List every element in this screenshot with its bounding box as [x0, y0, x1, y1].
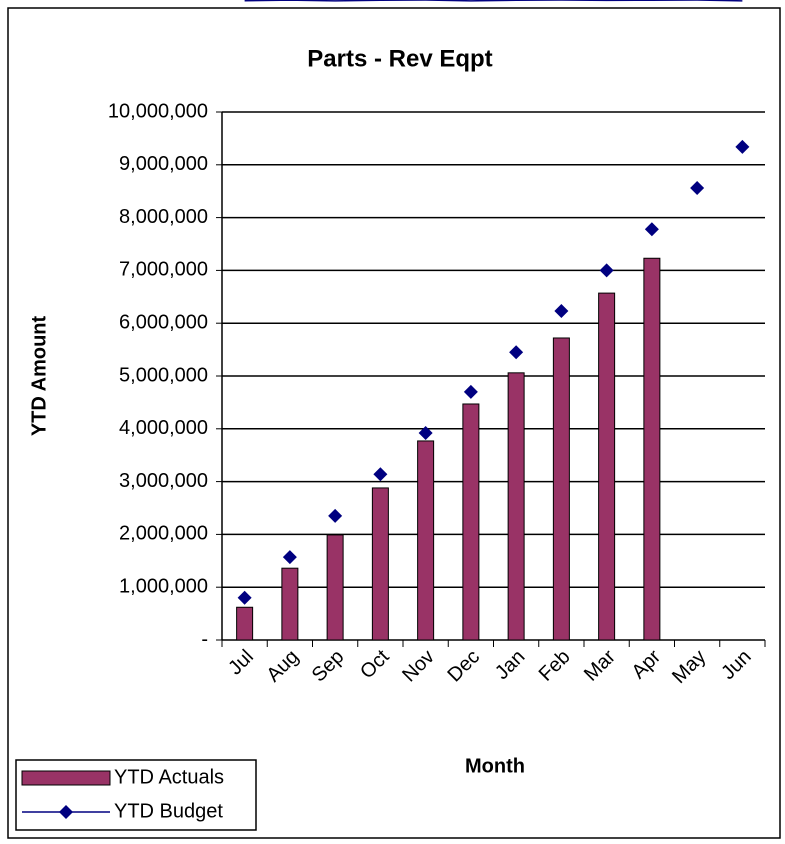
line-marker — [237, 590, 252, 605]
y-tick-label: 2,000,000 — [119, 523, 208, 545]
bar — [507, 372, 525, 641]
bar — [643, 257, 661, 641]
y-tick-label: 5,000,000 — [119, 364, 208, 386]
legend-swatch — [21, 770, 111, 786]
line-marker — [373, 467, 388, 482]
y-tick-label: 3,000,000 — [119, 470, 208, 492]
legend-label: YTD Budget — [114, 800, 223, 822]
line-marker — [418, 426, 433, 441]
y-axis-title: YTD Amount — [28, 315, 50, 436]
bar — [236, 606, 254, 641]
y-tick-label: 9,000,000 — [119, 153, 208, 175]
bar — [598, 292, 616, 641]
y-tick-label: - — [201, 628, 208, 650]
line — [244, 0, 743, 2]
y-tick-label: 10,000,000 — [108, 100, 208, 122]
line-marker — [599, 263, 614, 278]
line-marker — [282, 550, 297, 565]
y-tick-label: 6,000,000 — [119, 311, 208, 333]
line-marker — [463, 384, 478, 399]
bar — [417, 440, 435, 641]
line-marker — [509, 345, 524, 360]
y-tick-label: 1,000,000 — [119, 575, 208, 597]
y-tick-label: 4,000,000 — [119, 417, 208, 439]
y-tick-label: 7,000,000 — [119, 259, 208, 281]
legend-label: YTD Actuals — [114, 766, 224, 788]
bar — [552, 337, 570, 641]
bar — [462, 403, 480, 641]
line-marker — [328, 508, 343, 523]
bar — [371, 487, 389, 641]
chart-title: Parts - Rev Eqpt — [307, 45, 492, 72]
line-marker — [554, 304, 569, 319]
line-marker — [735, 139, 750, 154]
bar — [281, 567, 299, 641]
legend-marker — [59, 805, 73, 819]
x-axis-title: Month — [465, 755, 525, 777]
line-marker — [644, 222, 659, 237]
line-marker — [690, 181, 705, 196]
y-tick-label: 8,000,000 — [119, 206, 208, 228]
bar — [326, 534, 344, 641]
